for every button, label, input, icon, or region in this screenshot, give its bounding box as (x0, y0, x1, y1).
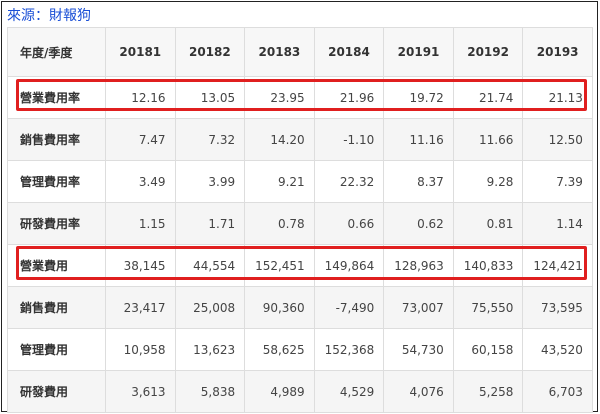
row-label: 營業費用 (7, 244, 106, 287)
table-cell: 4,076 (383, 370, 454, 413)
table-cell: -7,490 (313, 286, 385, 329)
column-header: 20191 (383, 27, 454, 77)
table-row: 銷售費用 23,417 25,008 90,360 -7,490 73,007 75,550… (7, 286, 593, 329)
table-cell: 5,838 (174, 370, 246, 413)
table-cell: 7.39 (522, 160, 593, 203)
table-cell: 9.28 (452, 160, 524, 203)
table-cell: 1.15 (105, 202, 176, 245)
table-cell: 3.99 (174, 160, 246, 203)
table-cell: 54,730 (383, 328, 454, 371)
table-cell: 38,145 (105, 244, 176, 287)
table-cell: 152,451 (244, 244, 315, 287)
table-cell: 23.95 (244, 76, 315, 119)
table-cell: 14.20 (244, 118, 315, 161)
table-cell: 60,158 (452, 328, 524, 371)
column-header: 20181 (105, 27, 176, 77)
header-row: 年度/季度 20181 20182 20183 20184 20191 2019… (7, 27, 593, 77)
table-cell: 73,595 (522, 286, 593, 329)
table-cell: 58,625 (244, 328, 315, 371)
table-cell: 8.37 (383, 160, 454, 203)
table-cell: 75,550 (452, 286, 524, 329)
table-cell: 4,529 (313, 370, 385, 413)
table-cell: 12.50 (522, 118, 593, 161)
header-label: 年度/季度 (7, 27, 106, 77)
table-cell: 3.49 (105, 160, 176, 203)
column-header: 20183 (244, 27, 315, 77)
table-cell: 10,958 (105, 328, 176, 371)
table-row: 研發費用 3,613 5,838 4,989 4,529 4,076 5,258 6,703 (7, 370, 593, 413)
table-cell: 3,613 (105, 370, 176, 413)
row-label: 管理費用 (7, 328, 106, 371)
table-cell: 44,554 (174, 244, 246, 287)
table-row: 營業費用率 12.16 13.05 23.95 21.96 19.72 21.74 21.13 (7, 76, 593, 119)
table-cell: 90,360 (244, 286, 315, 329)
table-cell: 25,008 (174, 286, 246, 329)
table-cell: 1.71 (174, 202, 246, 245)
table-cell: 19.72 (383, 76, 454, 119)
column-header: 20192 (452, 27, 524, 77)
table-cell: 13.05 (174, 76, 246, 119)
table-cell: 128,963 (383, 244, 454, 287)
table-cell: 12.16 (105, 76, 176, 119)
table-cell: 11.16 (383, 118, 454, 161)
table-cell: 73,007 (383, 286, 454, 329)
financial-table: 年度/季度 20181 20182 20183 20184 20191 2019… (7, 27, 593, 413)
table-cell: 124,421 (522, 244, 593, 287)
table-cell: 21.13 (522, 76, 593, 119)
table-cell: 7.47 (105, 118, 176, 161)
column-header: 20193 (522, 27, 593, 77)
table-cell: 4,989 (244, 370, 315, 413)
table-row: 研發費用率 1.15 1.71 0.78 0.66 0.62 0.81 1.14 (7, 202, 593, 245)
table-cell: 21.74 (452, 76, 524, 119)
table-cell: 0.66 (313, 202, 385, 245)
table-cell: 43,520 (522, 328, 593, 371)
table-cell: 9.21 (244, 160, 315, 203)
table-cell: 5,258 (452, 370, 524, 413)
table-cell: 1.14 (522, 202, 593, 245)
table-cell: 152,368 (313, 328, 385, 371)
row-label: 研發費用率 (7, 202, 106, 245)
table-cell: 0.62 (383, 202, 454, 245)
column-header: 20184 (313, 27, 385, 77)
table-row: 管理費用 10,958 13,623 58,625 152,368 54,730 60,15… (7, 328, 593, 371)
table-row: 銷售費用率 7.47 7.32 14.20 -1.10 11.16 11.66 12.50 (7, 118, 593, 161)
row-label: 研發費用 (7, 370, 106, 413)
source-label: 來源：財報狗 (7, 8, 91, 24)
row-label: 營業費用率 (7, 76, 106, 119)
table-cell: 149,864 (313, 244, 385, 287)
table-cell: 22.32 (313, 160, 385, 203)
table-cell: 13,623 (174, 328, 246, 371)
table-cell: 21.96 (313, 76, 385, 119)
table-cell: 140,833 (452, 244, 524, 287)
column-header: 20182 (174, 27, 246, 77)
table-cell: 0.81 (452, 202, 524, 245)
table-row: 營業費用 38,145 44,554 152,451 149,864 128,963 140… (7, 244, 593, 287)
table-cell: -1.10 (313, 118, 385, 161)
table-cell: 0.78 (244, 202, 315, 245)
table-cell: 11.66 (452, 118, 524, 161)
table-cell: 23,417 (105, 286, 176, 329)
table-cell: 7.32 (174, 118, 246, 161)
row-label: 銷售費用 (7, 286, 106, 329)
table-row: 管理費用率 3.49 3.99 9.21 22.32 8.37 9.28 7.39 (7, 160, 593, 203)
table-cell: 6,703 (522, 370, 593, 413)
row-label: 銷售費用率 (7, 118, 106, 161)
row-label: 管理費用率 (7, 160, 106, 203)
